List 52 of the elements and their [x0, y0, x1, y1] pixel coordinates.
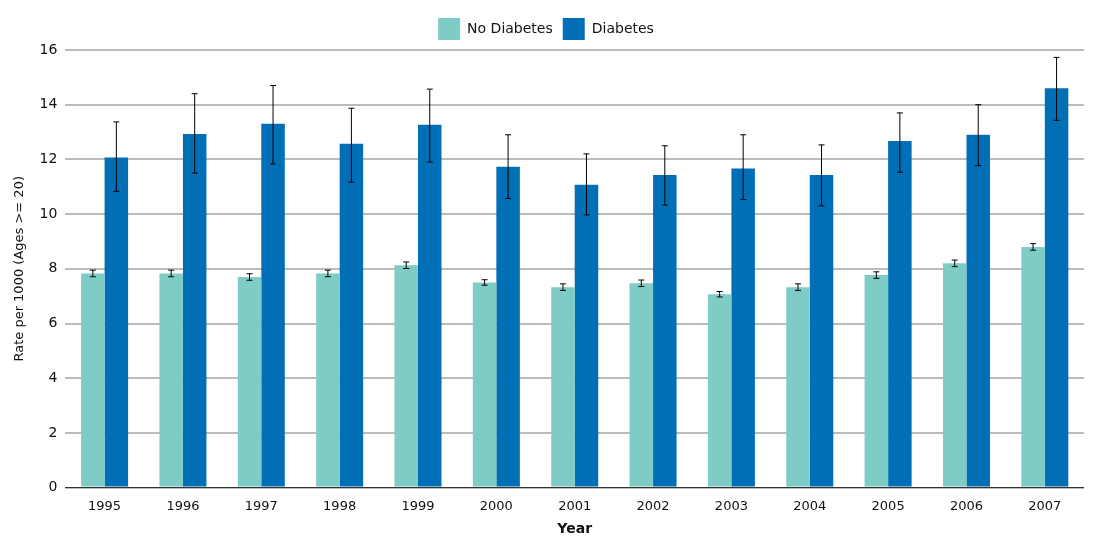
bar: [1044, 88, 1069, 487]
x-tick-label: 2001: [558, 497, 592, 513]
bar: [261, 123, 285, 487]
bar: [182, 133, 207, 487]
bar: [159, 273, 183, 487]
y-tick-label: 4: [48, 368, 58, 385]
bar: [1021, 246, 1045, 487]
x-tick-label: 2000: [479, 497, 513, 513]
y-tick-label: 8: [48, 259, 58, 276]
x-tick-label: 1999: [401, 497, 435, 513]
x-tick-label: 2007: [1028, 497, 1062, 513]
y-tick-label: 16: [39, 40, 58, 57]
y-tick-label: 12: [39, 150, 58, 167]
y-tick-label: 10: [39, 204, 58, 221]
y-tick-label: 2: [48, 423, 58, 440]
x-tick-label: 1996: [166, 497, 200, 513]
bar: [472, 282, 497, 487]
bar: [394, 265, 418, 487]
legend-label: Diabetes: [591, 19, 654, 36]
x-tick-label: 2003: [714, 497, 748, 513]
bar: [316, 273, 340, 487]
x-tick-label: 1997: [244, 497, 278, 513]
x-tick-label: 2004: [793, 497, 827, 513]
bar: [496, 166, 520, 487]
bar: [966, 134, 990, 487]
bar: [418, 124, 442, 487]
y-tick-label: 6: [48, 314, 58, 331]
bar: [864, 275, 889, 487]
bar: [731, 168, 755, 487]
x-tick-label: 2006: [949, 497, 984, 513]
x-tick-label: 2002: [636, 497, 670, 513]
bar: [707, 294, 732, 487]
legend-label: No Diabetes: [467, 19, 553, 36]
x-tick-label: 2005: [871, 497, 905, 513]
bar: [551, 287, 575, 487]
bar: [104, 157, 129, 487]
bar: [942, 263, 967, 487]
x-tick-label: 1998: [323, 497, 357, 513]
x-axis-title: Year: [556, 520, 593, 537]
bar: [653, 174, 677, 487]
x-tick-label: 1995: [88, 497, 122, 513]
bar: [888, 141, 912, 487]
bar: [809, 174, 834, 487]
bar: [81, 273, 105, 487]
bar: [629, 283, 654, 487]
y-axis-title: Rate per 1000 (Ages >= 20): [11, 176, 27, 362]
y-tick-label: 0: [48, 478, 58, 495]
bar: [574, 184, 599, 487]
bar: [237, 277, 262, 487]
y-tick-label: 14: [39, 95, 58, 112]
bar: [339, 143, 364, 487]
bar: [786, 287, 810, 487]
